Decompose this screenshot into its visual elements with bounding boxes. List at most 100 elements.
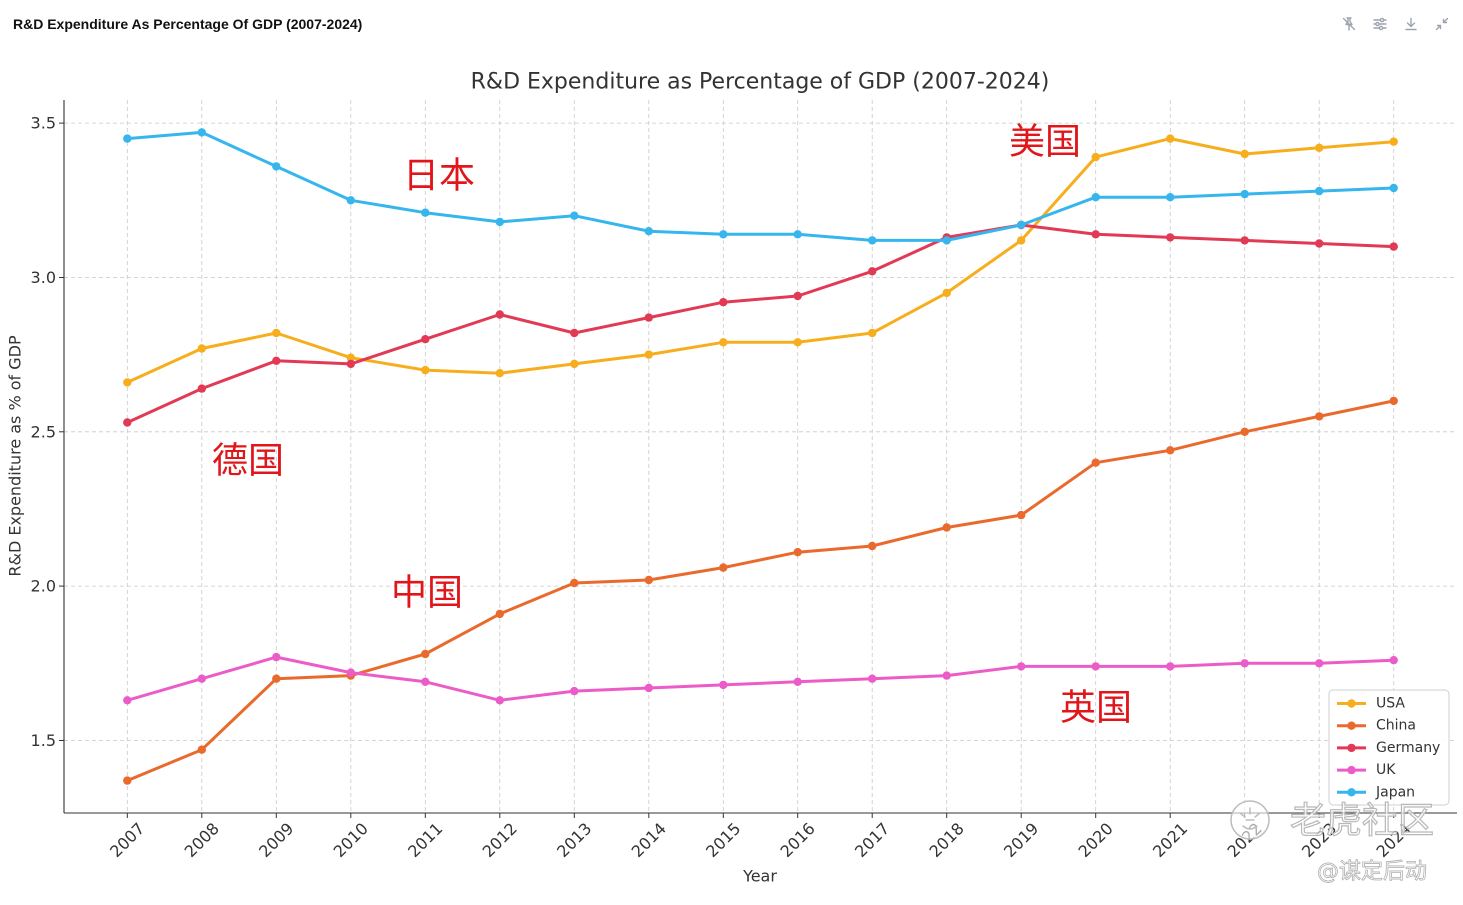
data-point-uk-2023 xyxy=(1315,659,1324,668)
series-germany xyxy=(123,220,1398,427)
pin-off-icon xyxy=(1342,17,1356,31)
data-point-uk-2012 xyxy=(495,696,504,705)
x-tick-label-2010: 2010 xyxy=(330,819,372,861)
grid-lines xyxy=(64,100,1457,813)
series-japan xyxy=(123,128,1398,245)
data-point-china-2007 xyxy=(123,776,132,785)
x-tick-label-2020: 2020 xyxy=(1075,819,1117,861)
series-line-japan xyxy=(125,130,1396,242)
watermark-handle: @谋定后动 xyxy=(1317,860,1427,885)
data-point-china-2022 xyxy=(1240,427,1249,436)
data-point-japan-2019 xyxy=(1017,220,1026,230)
data-point-usa-2023 xyxy=(1315,143,1324,152)
y-axis-ticks: 1.5 2.0 2.5 3.0 3.5 xyxy=(31,114,64,750)
series-line-germany xyxy=(125,223,1396,424)
data-point-germany-2007 xyxy=(123,418,132,427)
data-point-usa-2008 xyxy=(197,344,206,353)
data-point-germany-2023 xyxy=(1315,239,1324,248)
data-point-germany-2008 xyxy=(197,384,206,393)
x-tick-label-2012: 2012 xyxy=(479,819,521,861)
data-point-uk-2024 xyxy=(1389,656,1398,665)
data-point-uk-2018 xyxy=(942,671,951,680)
data-point-uk-2016 xyxy=(793,677,802,686)
data-point-japan-2015 xyxy=(719,230,728,239)
data-point-usa-2013 xyxy=(570,359,579,369)
data-point-usa-2017 xyxy=(868,328,877,338)
adjust-button[interactable] xyxy=(1370,14,1390,34)
collapse-icon-glyph xyxy=(1435,17,1449,31)
x-tick-label-2009: 2009 xyxy=(255,819,297,861)
panel-header: R&D Expenditure As Percentage Of GDP (20… xyxy=(0,0,1463,48)
x-tick-label-2019: 2019 xyxy=(1000,819,1042,861)
download-icon-glyph xyxy=(1405,17,1417,31)
legend-marker-japan xyxy=(1347,788,1356,797)
data-point-germany-2022 xyxy=(1240,236,1249,245)
data-point-japan-2011 xyxy=(421,208,430,217)
data-point-china-2020 xyxy=(1091,458,1100,467)
data-point-usa-2007 xyxy=(123,378,132,387)
series-lines xyxy=(123,128,1398,785)
data-point-uk-2017 xyxy=(868,674,877,683)
download-button[interactable] xyxy=(1401,14,1421,34)
legend-marker-uk xyxy=(1347,765,1356,775)
data-point-japan-2007 xyxy=(123,134,132,143)
data-point-japan-2021 xyxy=(1166,193,1175,202)
data-point-usa-2018 xyxy=(942,288,951,298)
legend-item-germany: Germany xyxy=(1337,740,1440,756)
y-tick-label-2-0: 2.0 xyxy=(31,577,56,596)
data-point-usa-2009 xyxy=(272,328,281,338)
collapse-button[interactable] xyxy=(1432,14,1452,34)
data-point-uk-2022 xyxy=(1240,659,1249,668)
data-point-germany-2015 xyxy=(719,298,728,307)
data-point-japan-2014 xyxy=(644,227,653,236)
legend-marker-usa xyxy=(1347,699,1356,708)
data-point-japan-2010 xyxy=(346,196,355,205)
x-tick-label-2007: 2007 xyxy=(106,819,148,861)
data-point-china-2015 xyxy=(719,563,728,572)
data-point-china-2024 xyxy=(1389,396,1398,406)
x-tick-label-2021: 2021 xyxy=(1149,819,1191,861)
data-point-uk-2013 xyxy=(570,686,579,696)
data-point-japan-2022 xyxy=(1240,189,1249,199)
data-point-usa-2012 xyxy=(495,369,504,378)
series-usa xyxy=(123,134,1398,387)
data-point-usa-2010 xyxy=(346,353,355,362)
data-point-usa-2024 xyxy=(1389,137,1398,146)
legend-marker-germany xyxy=(1347,743,1356,753)
data-point-china-2013 xyxy=(570,578,579,588)
annotation-germany: 德国 xyxy=(212,441,284,482)
unpin-button[interactable] xyxy=(1339,14,1359,34)
x-axis-label: Year xyxy=(742,867,777,886)
data-point-china-2014 xyxy=(644,575,653,585)
data-point-japan-2009 xyxy=(272,162,281,171)
y-tick-label-3-5: 3.5 xyxy=(31,114,56,133)
data-point-germany-2024 xyxy=(1389,242,1398,251)
data-point-japan-2013 xyxy=(570,211,579,220)
data-point-uk-2014 xyxy=(644,683,653,693)
annotations: 日本 美国 德国 中国 英国 xyxy=(212,122,1132,729)
annotation-japan: 日本 xyxy=(403,156,475,197)
data-point-japan-2023 xyxy=(1315,186,1324,196)
data-point-japan-2020 xyxy=(1091,193,1100,202)
data-point-germany-2011 xyxy=(421,335,430,344)
annotation-uk: 英国 xyxy=(1060,688,1132,729)
data-point-germany-2016 xyxy=(793,291,802,301)
data-point-china-2023 xyxy=(1315,412,1324,421)
y-tick-label-2-5: 2.5 xyxy=(31,422,56,441)
data-point-uk-2019 xyxy=(1017,662,1026,671)
data-point-japan-2018 xyxy=(942,236,951,245)
legend-label-germany: Germany xyxy=(1376,740,1440,756)
data-point-china-2017 xyxy=(868,541,877,551)
data-point-usa-2016 xyxy=(793,338,802,347)
legend-label-japan: Japan xyxy=(1375,784,1415,800)
x-tick-label-2008: 2008 xyxy=(181,819,223,861)
data-point-uk-2020 xyxy=(1091,662,1100,671)
y-axis-label: R&D Expenditure as % of GDP xyxy=(6,335,25,577)
data-point-china-2011 xyxy=(421,649,430,659)
legend-frame xyxy=(1328,689,1450,806)
chart-title: R&D Expenditure as Percentage of GDP (20… xyxy=(471,70,1050,95)
data-point-china-2018 xyxy=(942,523,951,532)
data-point-uk-2021 xyxy=(1166,662,1175,671)
